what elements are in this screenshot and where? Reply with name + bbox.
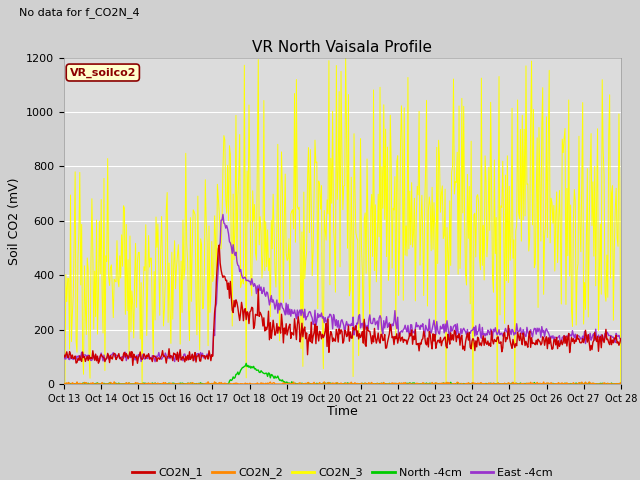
Text: No data for f_CO2N_4: No data for f_CO2N_4 [19,8,140,18]
Y-axis label: Soil CO2 (mV): Soil CO2 (mV) [8,177,20,264]
Legend: CO2N_1, CO2N_2, CO2N_3, North -4cm, East -4cm: CO2N_1, CO2N_2, CO2N_3, North -4cm, East… [127,463,557,480]
X-axis label: Time: Time [327,405,358,418]
Text: VR_soilco2: VR_soilco2 [70,67,136,78]
Title: VR North Vaisala Profile: VR North Vaisala Profile [252,40,433,55]
